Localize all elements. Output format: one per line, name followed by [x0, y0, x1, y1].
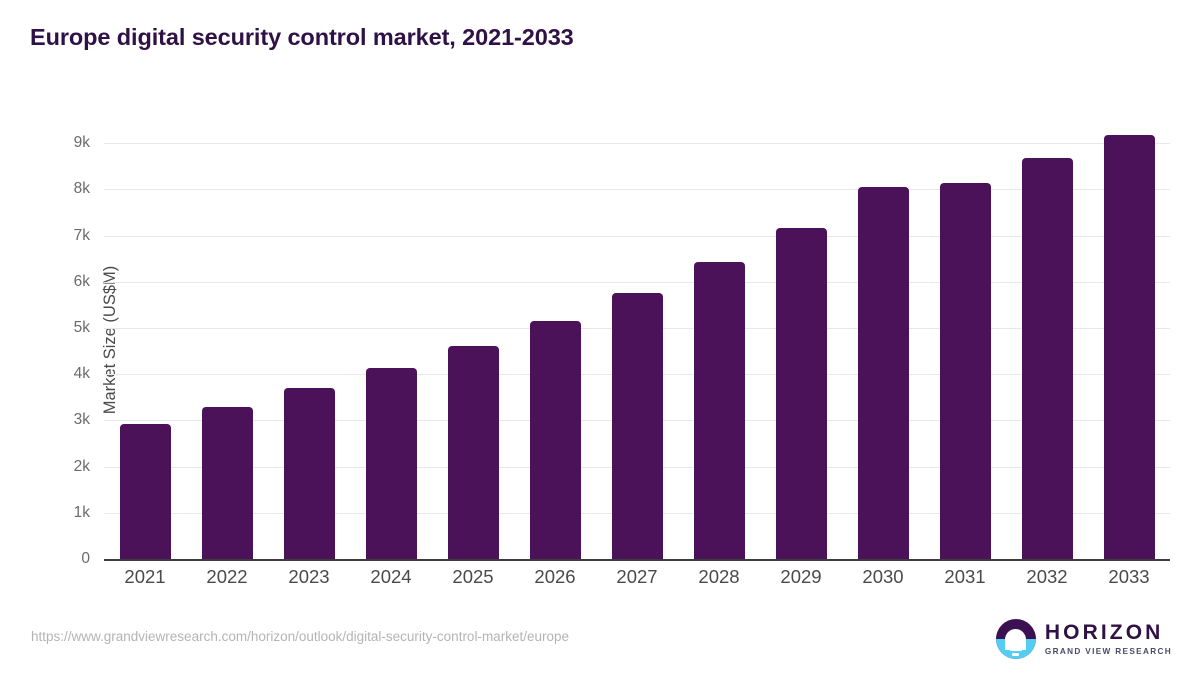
bar[interactable] [1103, 134, 1155, 559]
x-axis-tick-label: 2030 [862, 566, 904, 587]
bar[interactable] [529, 320, 581, 559]
bar[interactable] [857, 187, 909, 559]
bar[interactable] [611, 292, 663, 559]
horizon-sun-circle-icon [995, 619, 1036, 659]
x-axis-tick-label: 2029 [780, 566, 822, 587]
x-axis-tick-label: 2024 [370, 566, 412, 587]
bar[interactable] [119, 424, 171, 559]
x-axis-tick-label: 2032 [1026, 566, 1068, 587]
page-title: Europe digital security control market, … [30, 24, 574, 50]
x-axis-tick-label: 2021 [124, 566, 166, 587]
gridline [104, 281, 1170, 283]
gridline [104, 235, 1170, 237]
bar[interactable] [365, 367, 417, 559]
bar[interactable] [201, 406, 253, 559]
gridline [104, 189, 1170, 191]
x-axis-tick-label: 2031 [944, 566, 986, 587]
x-axis-tick-label: 2027 [616, 566, 658, 587]
bar-series [104, 120, 1170, 559]
bar[interactable] [447, 345, 499, 559]
gridline [104, 143, 1170, 145]
x-axis-tick-label: 2026 [534, 566, 576, 587]
source-url[interactable]: https://www.grandviewresearch.com/horizo… [31, 629, 569, 644]
bar[interactable] [775, 227, 827, 559]
bar[interactable] [693, 261, 745, 559]
x-axis-tick-label: 2023 [288, 566, 330, 587]
x-axis-tick-label: 2025 [452, 566, 494, 587]
x-axis-tick-label: 2022 [206, 566, 248, 587]
x-axis-line [104, 559, 1170, 561]
logo-wordmark: HORIZON [1044, 621, 1164, 645]
horizon-logo: HORIZON GRAND VIEW RESEARCH [995, 617, 1172, 661]
y-axis-title-container: Market Size (US$M) [20, 120, 119, 559]
x-axis-tick-label: 2033 [1108, 566, 1150, 587]
x-axis-labels: 2021 2022 2023 2024 2025 2026 2027 2028 2029 2030… [104, 566, 1170, 596]
logo-tagline: GRAND VIEW RESEARCH [1044, 646, 1172, 656]
x-axis-tick-label: 2028 [698, 566, 740, 587]
bar[interactable] [1021, 157, 1073, 559]
plot-area [104, 120, 1170, 561]
bar[interactable] [283, 388, 335, 559]
bar[interactable] [939, 182, 991, 559]
logo-text: HORIZON GRAND VIEW RESEARCH [1044, 621, 1172, 656]
